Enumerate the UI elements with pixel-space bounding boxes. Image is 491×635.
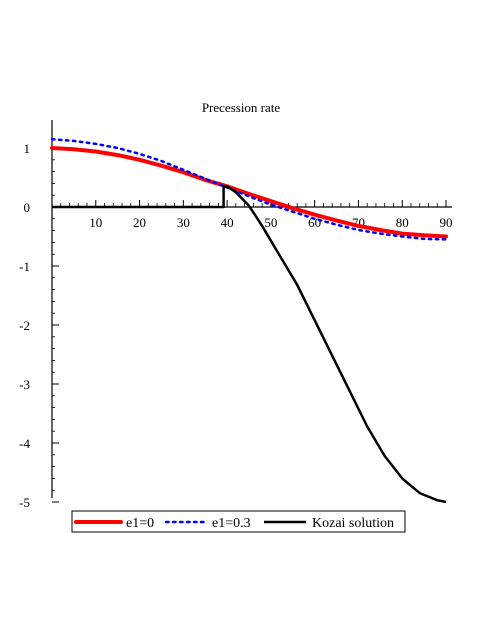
x-tick-label: 80 [396, 215, 409, 230]
legend-label-2: e1=0.3 [212, 516, 251, 531]
y-tick-label: 0 [24, 200, 31, 215]
legend-label-1: e1=0 [126, 516, 154, 531]
y-tick-label: -4 [19, 436, 30, 451]
x-tick-label: 20 [133, 215, 146, 230]
y-tick-label: -1 [19, 259, 30, 274]
legend-box [71, 510, 406, 533]
legend-label-3: Kozai solution [312, 516, 394, 531]
series-line-3 [52, 185, 447, 504]
y-ticks: 1 0 -1 -2 -3 -4 -5 [19, 141, 59, 510]
x-tick-label: 30 [177, 215, 190, 230]
y-tick-label: -3 [19, 377, 30, 392]
x-tick-label: 10 [89, 215, 102, 230]
y-tick-label: -5 [19, 495, 30, 510]
series-layer [50, 137, 448, 504]
series-line-1 [50, 146, 448, 239]
y-tick-label: -2 [19, 318, 30, 333]
series-line-2 [50, 137, 448, 241]
legend: e1=0 e1=0.3 Kozai solution [71, 510, 406, 533]
x-tick-label: 50 [264, 215, 277, 230]
x-tick-label: 90 [440, 215, 453, 230]
y-tick-label: 1 [24, 141, 31, 156]
x-tick-label: 40 [221, 215, 234, 230]
x-ticks: 10 20 30 40 50 60 70 80 90 [60, 200, 453, 230]
chart-title: Precession rate [202, 100, 281, 115]
